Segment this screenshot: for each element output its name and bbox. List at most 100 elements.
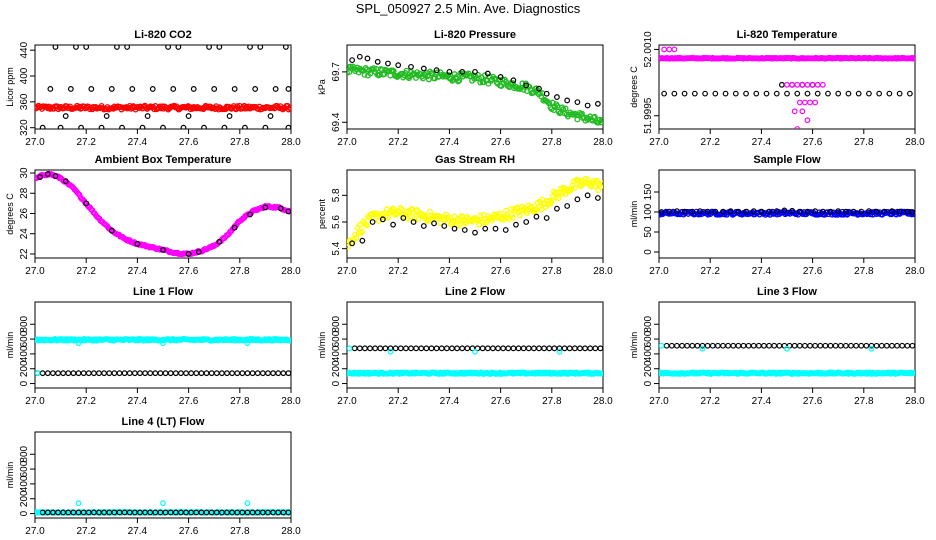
- data-point: [461, 227, 468, 233]
- series-black-line: [661, 90, 913, 97]
- x-tick-label: 28.0: [905, 266, 925, 277]
- data-point: [510, 345, 517, 352]
- x-tick-label: 27.8: [542, 137, 562, 148]
- data-point: [835, 208, 842, 215]
- data-point: [160, 247, 166, 253]
- data-point: [479, 220, 486, 226]
- data-point: [259, 370, 266, 377]
- plot-frame: [346, 44, 604, 130]
- data-point: [799, 108, 806, 115]
- data-point: [796, 342, 803, 349]
- data-point: [358, 229, 364, 236]
- x-tick-label: 27.0: [649, 396, 669, 407]
- data-point: [661, 90, 668, 97]
- data-point: [131, 370, 138, 377]
- data-point: [776, 342, 783, 349]
- y-tick-label: 28: [19, 187, 30, 199]
- data-point: [288, 105, 291, 112]
- data-point: [566, 345, 573, 352]
- x-tick-label: 27.0: [649, 137, 669, 148]
- x-tick-label: 27.4: [128, 266, 148, 277]
- data-point: [270, 370, 276, 377]
- y-tick-label: 800: [643, 315, 654, 332]
- x-tick-label: 27.8: [230, 396, 250, 407]
- panel-3: Li-820 Temperature 27.0 27.2 27.4 27.6 27.8 28…: [629, 29, 925, 148]
- data-point: [288, 509, 291, 516]
- data-point: [208, 370, 215, 377]
- y-axis-label: percent: [317, 198, 327, 229]
- data-point: [543, 90, 550, 97]
- data-point: [288, 208, 291, 215]
- series-black-points: [349, 192, 601, 247]
- y-tick-label: 30: [19, 167, 30, 179]
- data-point: [671, 46, 678, 53]
- data-point: [791, 108, 798, 115]
- plot-area: [659, 207, 915, 218]
- y-tick-label: 440: [19, 41, 30, 58]
- data-point: [725, 342, 732, 349]
- data-point: [794, 126, 801, 129]
- y-tick-label: 150: [643, 183, 654, 200]
- data-point: [842, 342, 849, 349]
- data-point: [367, 345, 373, 352]
- y-axis-label: Licor ppm: [5, 67, 15, 107]
- y-tick-label: 600: [19, 330, 30, 347]
- series-black-low: [39, 124, 291, 129]
- y-tick-label: 400: [643, 345, 654, 362]
- data-point: [285, 509, 291, 516]
- data-point: [659, 209, 665, 215]
- data-point: [827, 342, 834, 349]
- data-point: [216, 45, 223, 50]
- data-point: [190, 86, 197, 92]
- x-tick-label: 27.6: [179, 526, 199, 537]
- data-point: [359, 228, 366, 235]
- data-point: [113, 104, 120, 111]
- x-tick-label: 27.6: [179, 396, 199, 407]
- data-point: [794, 81, 801, 88]
- data-point: [556, 348, 563, 355]
- data-point: [382, 345, 389, 352]
- data-point: [704, 342, 711, 349]
- data-point: [536, 345, 542, 352]
- data-point: [753, 90, 760, 97]
- plot-area: [35, 170, 291, 258]
- series-magenta-scatter: [661, 46, 826, 129]
- data-point: [408, 63, 414, 70]
- data-point: [413, 345, 420, 352]
- data-point: [600, 117, 603, 124]
- series-yellow-band: [347, 175, 603, 250]
- data-point: [414, 207, 421, 213]
- y-tick-label: 0: [643, 249, 654, 255]
- data-point: [781, 207, 788, 214]
- data-point: [600, 180, 603, 187]
- data-point: [894, 342, 900, 349]
- y-tick-label: 0: [19, 380, 30, 386]
- data-point: [507, 205, 514, 212]
- data-point: [267, 113, 274, 119]
- y-tick-label: 51.9995: [643, 97, 654, 134]
- data-point: [523, 219, 530, 225]
- data-point: [771, 342, 778, 349]
- x-tick-label: 27.6: [491, 137, 511, 148]
- data-point: [359, 237, 366, 244]
- x-tick-label: 27.6: [179, 266, 199, 277]
- data-point: [108, 86, 115, 92]
- data-point: [802, 99, 808, 106]
- data-point: [387, 348, 394, 355]
- data-point: [272, 86, 279, 92]
- data-point: [285, 124, 291, 129]
- data-point: [349, 57, 356, 64]
- data-point: [479, 345, 486, 352]
- data-point: [160, 500, 166, 507]
- data-point: [361, 71, 368, 78]
- data-point: [689, 208, 696, 215]
- data-point: [505, 345, 512, 352]
- data-point: [674, 208, 680, 215]
- data-point: [446, 68, 453, 75]
- series-cyan-outliers: [35, 500, 251, 516]
- x-tick-label: 27.4: [128, 137, 148, 148]
- data-point: [912, 55, 915, 62]
- data-point: [817, 342, 824, 349]
- data-point: [374, 58, 381, 65]
- data-point: [231, 224, 238, 231]
